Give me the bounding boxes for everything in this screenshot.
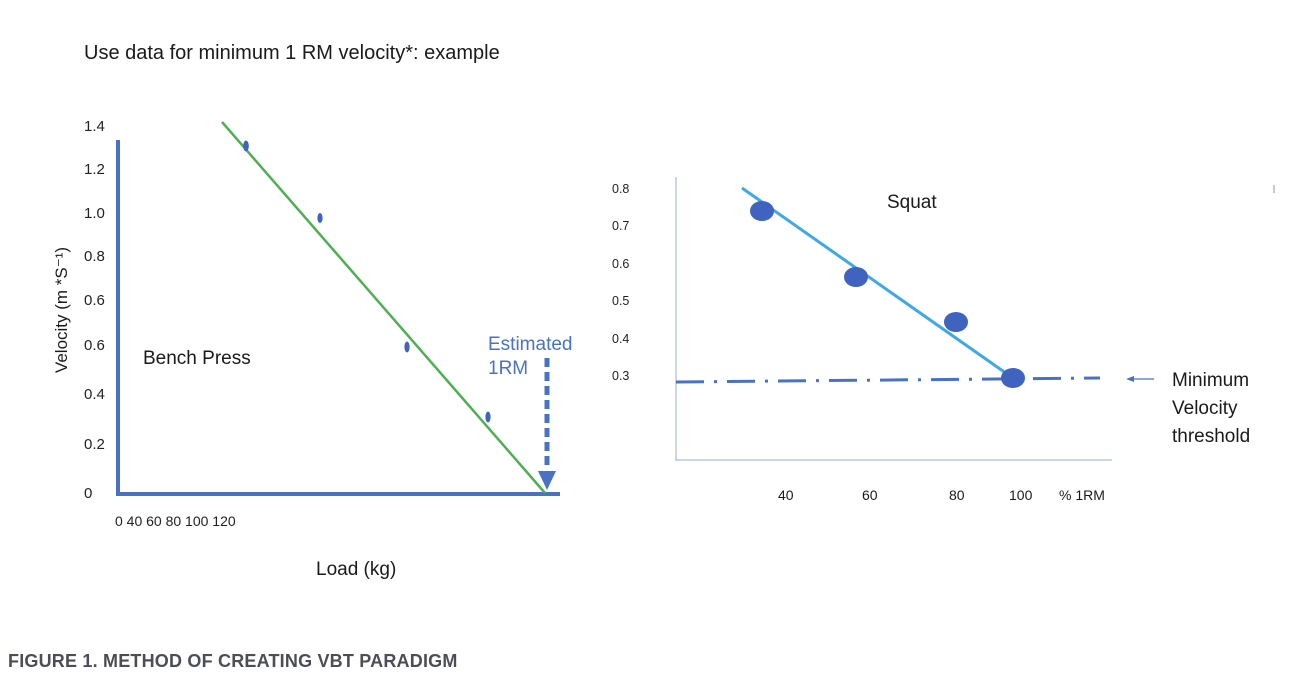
y-tick: 0.4 bbox=[84, 386, 105, 403]
arrow-down-icon bbox=[538, 471, 556, 490]
estimated-label-line2: 1RM bbox=[488, 358, 529, 379]
x-tick: 100 bbox=[1009, 487, 1033, 503]
threshold-line2: Velocity bbox=[1172, 398, 1238, 419]
y-tick: 0.8 bbox=[84, 248, 105, 265]
data-point bbox=[317, 213, 323, 223]
y-tick: 0.6 bbox=[84, 337, 105, 354]
bench-fit-line bbox=[221, 121, 546, 494]
y-tick: 0.6 bbox=[612, 257, 630, 271]
arrow-left-icon bbox=[1126, 376, 1134, 382]
threshold-line1: Minimum bbox=[1172, 370, 1250, 391]
figure-title: Use data for minimum 1 RM velocity*: exa… bbox=[84, 42, 500, 64]
y-tick: 0.3 bbox=[612, 369, 630, 383]
x-tick: 60 bbox=[862, 487, 878, 503]
y-tick: 0.5 bbox=[612, 294, 630, 308]
y-tick: 1.0 bbox=[84, 205, 105, 222]
y-tick: 1.2 bbox=[84, 161, 105, 178]
data-point bbox=[485, 411, 491, 423]
minimum-velocity-threshold-label: Minimum Velocity threshold bbox=[1172, 367, 1282, 451]
x-tick: 80 bbox=[949, 487, 965, 503]
chart-label-squat: Squat bbox=[887, 192, 937, 213]
minimum-velocity-threshold-line bbox=[675, 376, 1101, 384]
data-point bbox=[844, 267, 868, 287]
x-axis-label: Load (kg) bbox=[316, 559, 397, 580]
y-tick: 1.4 bbox=[84, 118, 105, 135]
y-tick: 0.2 bbox=[84, 436, 105, 453]
squat-fit-line bbox=[741, 186, 1011, 378]
chart-label-bench-press: Bench Press bbox=[143, 348, 251, 369]
y-tick: 0.6 bbox=[84, 292, 105, 309]
x-tick: 40 bbox=[778, 487, 794, 503]
data-point bbox=[404, 341, 410, 353]
y-tick: 0.7 bbox=[612, 219, 630, 233]
data-point bbox=[944, 312, 968, 332]
y-tick: 0.4 bbox=[612, 332, 630, 346]
data-point bbox=[1001, 368, 1025, 388]
y-tick: 0.8 bbox=[612, 182, 630, 196]
x-axis-unit: % 1RM bbox=[1059, 487, 1105, 503]
data-point bbox=[243, 140, 249, 152]
figure-caption: FIGURE 1. METHOD OF CREATING VBT PARADIG… bbox=[8, 651, 458, 671]
y-tick: 0 bbox=[84, 485, 93, 502]
threshold-line3: threshold bbox=[1172, 426, 1251, 447]
x-tick-labels: 0 40 60 80 100 120 bbox=[115, 513, 236, 529]
estimated-1rm-label: Estimated 1RM bbox=[488, 333, 572, 381]
estimated-label-line1: Estimated bbox=[488, 334, 573, 355]
data-point bbox=[750, 201, 774, 221]
